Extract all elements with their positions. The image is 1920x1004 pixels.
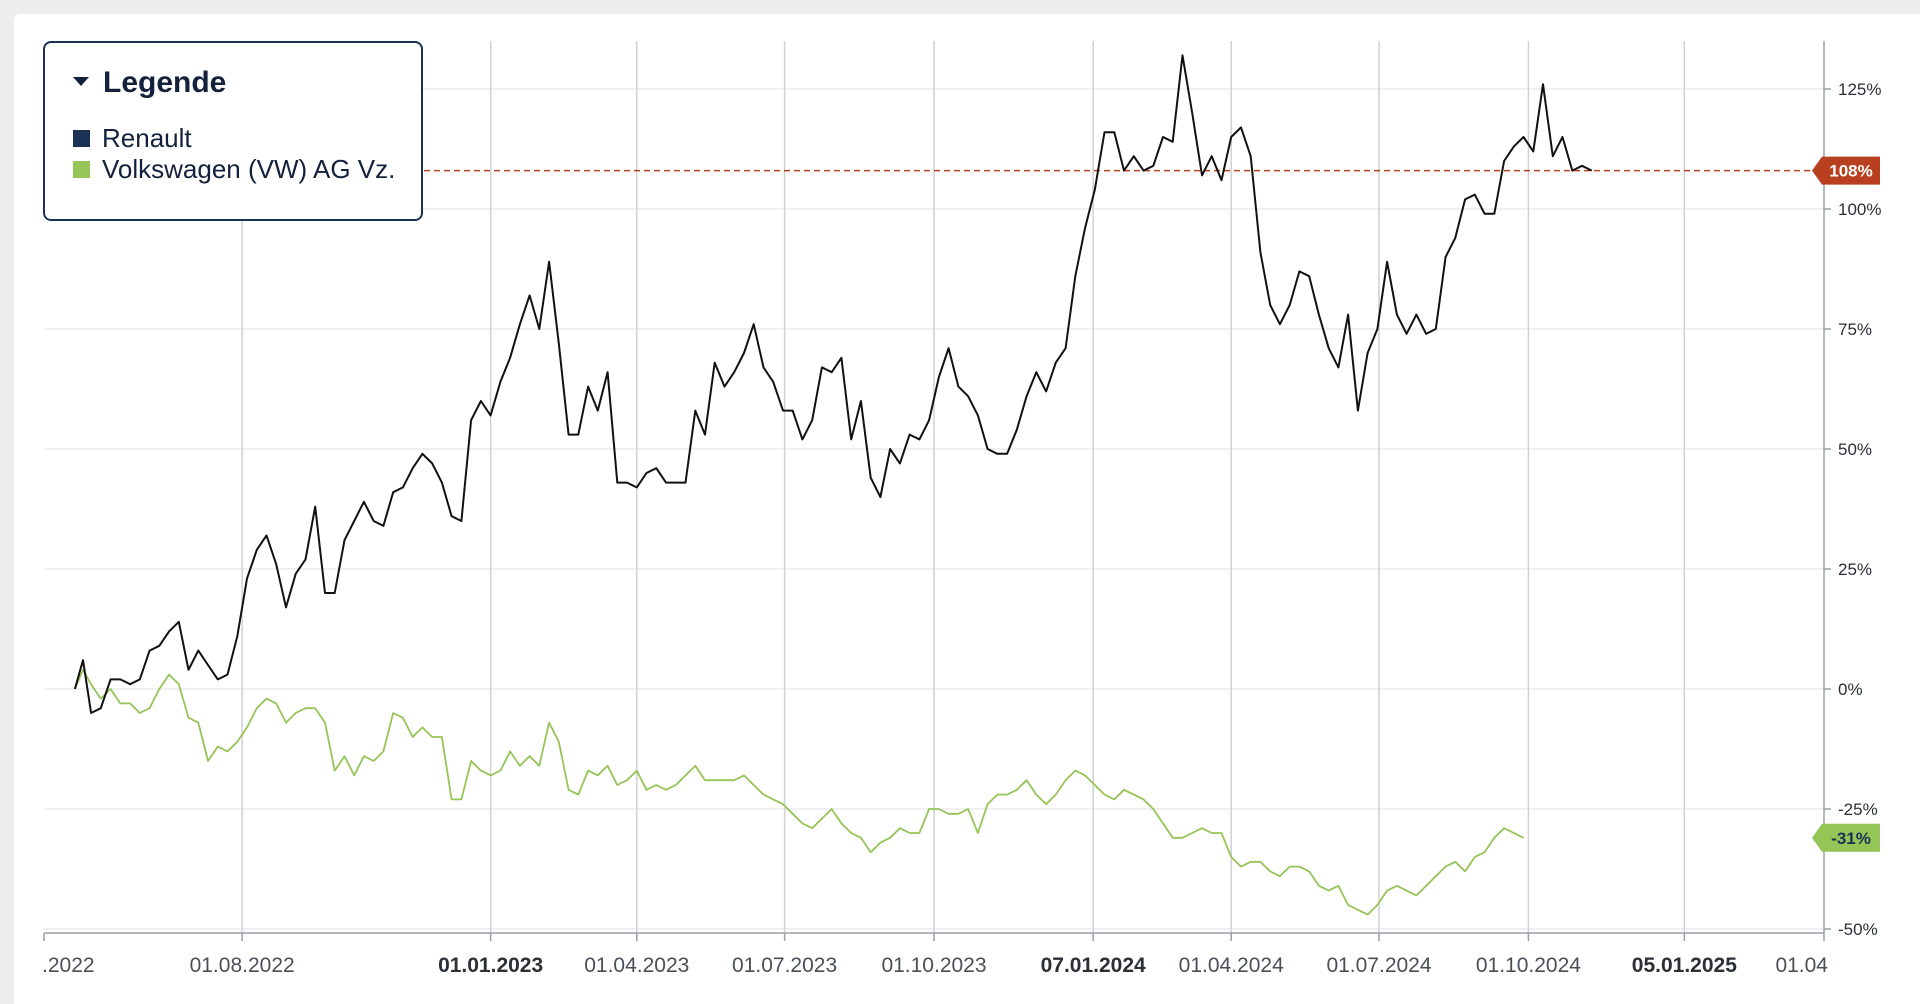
legend-swatch-volkswagen (73, 161, 90, 178)
x-tick-label: 01.07.2023 (732, 954, 837, 977)
y-tick-label: 25% (1838, 560, 1872, 579)
series-line-volkswagen[interactable] (74, 668, 1524, 916)
legend-item-volkswagen[interactable]: Volkswagen (VW) AG Vz. (73, 154, 421, 185)
y-tick-label: 125% (1838, 80, 1881, 99)
legend-item-renault[interactable]: Renault (73, 123, 421, 154)
badge-renault: 108% (1812, 156, 1880, 185)
series-line-renault[interactable] (73, 54, 1593, 714)
y-tick-label: 0% (1838, 680, 1863, 699)
series-layer (73, 54, 1593, 916)
chart-card: 125% 100% 75% 50% 25% 0% -25% -50% .2022 01.08.20… (14, 14, 1920, 1004)
value-badges: 108% -31% (1812, 156, 1880, 852)
y-tick-label: 50% (1838, 440, 1872, 459)
y-tick-label: -25% (1838, 800, 1878, 819)
legend-header[interactable]: Legende (73, 65, 421, 101)
x-tick-label: 01.01.2023 (438, 954, 543, 977)
x-tick-label: .2022 (42, 954, 95, 977)
legend-label-renault: Renault (102, 123, 192, 153)
badge-label: 108% (1829, 162, 1872, 181)
badge-shape (1812, 823, 1880, 852)
caret-down-icon[interactable] (73, 76, 89, 86)
badge-label: -31% (1831, 829, 1871, 848)
legend-swatch-renault (73, 130, 90, 147)
x-tick-label: 01.07.2024 (1326, 954, 1431, 977)
x-tick-label: 05.01.2025 (1632, 954, 1737, 977)
badge-volkswagen: -31% (1812, 823, 1880, 852)
x-tick-label: 07.01.2024 (1041, 954, 1146, 977)
x-tick-label: 01.04 (1775, 954, 1828, 977)
legend-items: Renault Volkswagen (VW) AG Vz. (73, 123, 421, 185)
comparison-line-chart: 125% 100% 75% 50% 25% 0% -25% -50% .2022 01.08.20… (42, 41, 1881, 977)
y-tick-label: 100% (1838, 200, 1881, 219)
y-tick-label: -50% (1838, 920, 1878, 939)
x-tick-label: 01.04.2024 (1179, 954, 1284, 977)
legend[interactable]: Legende Renault Volkswagen (VW) AG Vz. (43, 41, 423, 221)
x-tick-label: 01.10.2024 (1476, 954, 1581, 977)
x-tick-label: 01.08.2022 (190, 954, 295, 977)
x-tick-label: 01.10.2023 (881, 954, 986, 977)
badge-shape (1812, 156, 1880, 185)
y-tick-label: 75% (1838, 320, 1872, 339)
legend-title: Legende (103, 66, 227, 99)
x-tick-label: 01.04.2023 (584, 954, 689, 977)
legend-label-volkswagen: Volkswagen (VW) AG Vz. (102, 154, 396, 184)
axes: 125% 100% 75% 50% 25% 0% -25% -50% .2022 01.08.20… (42, 41, 1881, 977)
